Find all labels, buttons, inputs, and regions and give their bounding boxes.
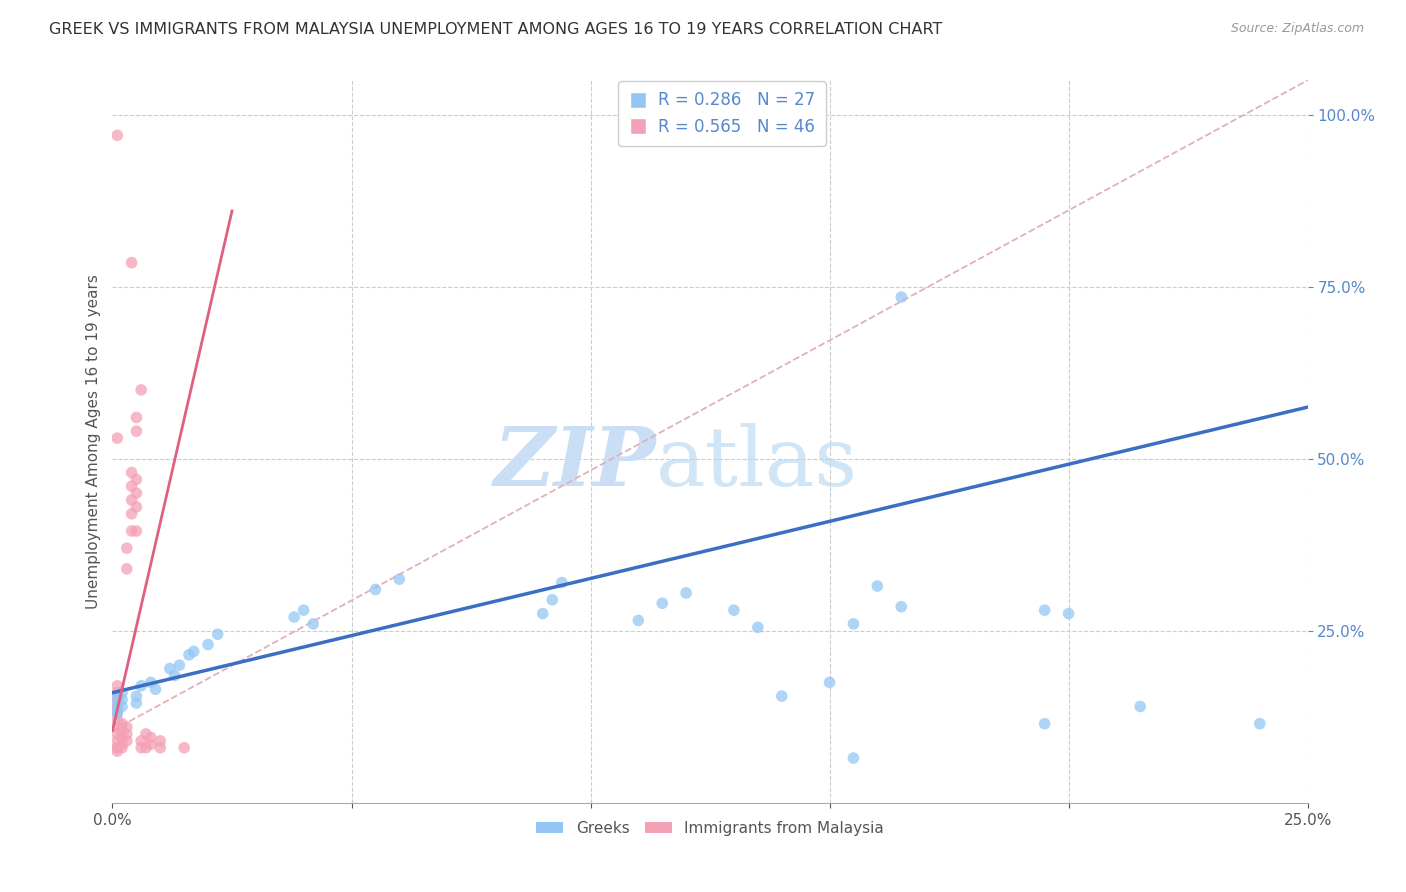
Point <box>531 607 554 621</box>
Point <box>111 723 134 738</box>
Point <box>125 424 148 438</box>
Point <box>121 493 143 508</box>
Point <box>129 679 152 693</box>
Point <box>105 679 128 693</box>
Point <box>183 644 205 658</box>
Legend: Greeks, Immigrants from Malaysia: Greeks, Immigrants from Malaysia <box>530 815 890 842</box>
Point <box>115 541 138 556</box>
Text: atlas: atlas <box>657 423 859 503</box>
Point <box>627 614 650 628</box>
Point <box>283 610 305 624</box>
Point <box>292 603 315 617</box>
Point <box>129 740 152 755</box>
Point <box>125 524 148 538</box>
Point <box>866 579 889 593</box>
Point <box>364 582 387 597</box>
Point <box>105 740 128 755</box>
Point <box>105 740 128 755</box>
Point <box>665 128 688 143</box>
Point <box>121 255 143 269</box>
Point <box>207 627 229 641</box>
Point <box>173 740 195 755</box>
Point <box>105 128 128 143</box>
Point <box>125 696 148 710</box>
Point <box>747 620 769 634</box>
Point <box>129 383 152 397</box>
Point <box>551 575 574 590</box>
Point <box>388 572 411 586</box>
Point <box>111 716 134 731</box>
Point <box>890 599 912 614</box>
Point <box>115 562 138 576</box>
Y-axis label: Unemployment Among Ages 16 to 19 years: Unemployment Among Ages 16 to 19 years <box>86 274 101 609</box>
Point <box>121 507 143 521</box>
Point <box>197 638 219 652</box>
Point <box>105 706 128 721</box>
Point <box>1249 716 1271 731</box>
Point <box>121 524 143 538</box>
Point <box>149 740 172 755</box>
Point <box>139 675 162 690</box>
Point <box>111 740 134 755</box>
Point <box>890 290 912 304</box>
Point <box>125 689 148 703</box>
Point <box>105 431 128 445</box>
Point <box>111 686 134 700</box>
Point <box>139 731 162 745</box>
Text: GREEK VS IMMIGRANTS FROM MALAYSIA UNEMPLOYMENT AMONG AGES 16 TO 19 YEARS CORRELA: GREEK VS IMMIGRANTS FROM MALAYSIA UNEMPL… <box>49 22 942 37</box>
Point <box>105 703 128 717</box>
Point <box>1129 699 1152 714</box>
Point <box>115 727 138 741</box>
Point <box>818 675 841 690</box>
Text: Source: ZipAtlas.com: Source: ZipAtlas.com <box>1230 22 1364 36</box>
Point <box>177 648 200 662</box>
Point <box>541 592 564 607</box>
Point <box>105 713 128 727</box>
Point <box>125 486 148 500</box>
Point <box>121 466 143 480</box>
Point <box>842 616 865 631</box>
Point <box>111 731 134 745</box>
Point <box>105 744 128 758</box>
Point <box>675 586 697 600</box>
Point <box>145 682 167 697</box>
Text: ZIP: ZIP <box>494 423 657 503</box>
Point <box>105 720 128 734</box>
Point <box>842 751 865 765</box>
Point <box>111 692 134 706</box>
Point <box>115 734 138 748</box>
Point <box>105 696 128 710</box>
Point <box>163 668 186 682</box>
Point <box>105 689 128 703</box>
Point <box>159 662 181 676</box>
Point <box>115 720 138 734</box>
Point <box>105 734 128 748</box>
Point <box>105 686 128 700</box>
Point <box>302 616 325 631</box>
Point <box>1033 716 1056 731</box>
Point <box>169 658 191 673</box>
Point <box>651 596 673 610</box>
Point <box>723 603 745 617</box>
Point <box>121 479 143 493</box>
Point <box>1057 607 1080 621</box>
Point <box>135 727 157 741</box>
Point <box>135 740 157 755</box>
Point <box>129 734 152 748</box>
Point <box>770 689 793 703</box>
Point <box>105 706 128 721</box>
Point <box>125 500 148 514</box>
Point <box>105 727 128 741</box>
Point <box>105 699 128 714</box>
Point <box>149 734 172 748</box>
Point <box>125 472 148 486</box>
Point <box>139 737 162 751</box>
Point <box>1033 603 1056 617</box>
Point <box>125 410 148 425</box>
Point <box>105 692 128 706</box>
Point <box>111 737 134 751</box>
Point <box>111 699 134 714</box>
